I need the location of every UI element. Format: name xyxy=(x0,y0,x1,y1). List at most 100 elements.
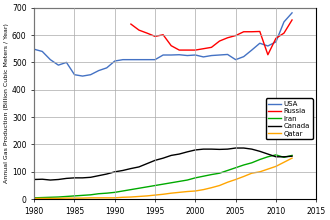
Iran xyxy=(242,164,246,166)
Canada xyxy=(64,177,68,180)
Canada xyxy=(105,173,109,175)
Qatar xyxy=(169,192,173,194)
Qatar xyxy=(145,195,149,197)
Iran xyxy=(250,161,254,164)
USA xyxy=(113,60,117,62)
Qatar xyxy=(290,157,294,160)
Canada xyxy=(48,179,52,181)
Canada xyxy=(129,167,133,170)
Russia xyxy=(137,29,141,31)
USA xyxy=(201,56,205,58)
Iran xyxy=(40,196,44,199)
USA xyxy=(226,53,230,56)
Canada xyxy=(201,148,205,150)
USA xyxy=(177,53,181,56)
Russia xyxy=(282,32,286,35)
Line: USA: USA xyxy=(34,13,292,76)
USA xyxy=(210,54,214,57)
Qatar xyxy=(185,190,189,193)
Iran xyxy=(113,191,117,194)
Qatar xyxy=(105,196,109,199)
Qatar xyxy=(177,191,181,194)
USA xyxy=(56,64,60,66)
USA xyxy=(193,54,197,56)
Canada xyxy=(210,148,214,150)
Russia xyxy=(129,23,133,25)
USA xyxy=(234,58,238,61)
USA xyxy=(217,54,221,56)
Russia xyxy=(217,40,221,42)
Iran xyxy=(129,188,133,191)
USA xyxy=(258,42,262,45)
Line: Iran: Iran xyxy=(34,155,292,198)
Qatar xyxy=(137,195,141,198)
Qatar xyxy=(153,194,157,196)
Qatar xyxy=(121,196,125,199)
Iran xyxy=(48,196,52,199)
Canada xyxy=(137,166,141,168)
Iran xyxy=(177,180,181,183)
Canada xyxy=(97,174,101,177)
Canada xyxy=(56,178,60,181)
USA xyxy=(290,11,294,14)
Russia xyxy=(210,46,214,49)
USA xyxy=(97,69,101,72)
Line: Canada: Canada xyxy=(34,148,292,180)
Canada xyxy=(169,154,173,157)
USA xyxy=(169,54,173,56)
Canada xyxy=(290,155,294,158)
Canada xyxy=(145,162,149,165)
Canada xyxy=(32,178,36,181)
Canada xyxy=(242,147,246,149)
Russia xyxy=(226,37,230,39)
Qatar xyxy=(258,170,262,173)
Qatar xyxy=(234,178,238,181)
Line: Russia: Russia xyxy=(131,20,292,55)
Iran xyxy=(201,175,205,178)
Qatar xyxy=(193,190,197,192)
Iran xyxy=(282,156,286,159)
Qatar xyxy=(97,196,101,199)
USA xyxy=(274,40,278,43)
Russia xyxy=(169,44,173,47)
Qatar xyxy=(40,197,44,200)
USA xyxy=(153,58,157,61)
Iran xyxy=(89,194,93,196)
Qatar xyxy=(64,197,68,199)
Canada xyxy=(226,148,230,150)
USA xyxy=(105,66,109,69)
Russia xyxy=(274,37,278,40)
Iran xyxy=(169,182,173,184)
Canada xyxy=(161,157,165,160)
Russia xyxy=(145,32,149,35)
Qatar xyxy=(282,161,286,164)
Russia xyxy=(234,34,238,37)
Legend: USA, Russia, Iran, Canada, Qatar: USA, Russia, Iran, Canada, Qatar xyxy=(266,98,313,139)
Qatar xyxy=(113,196,117,199)
USA xyxy=(89,73,93,76)
Qatar xyxy=(242,175,246,178)
Canada xyxy=(258,150,262,153)
Iran xyxy=(137,187,141,190)
Qatar xyxy=(266,168,270,171)
Canada xyxy=(217,148,221,151)
Russia xyxy=(250,30,254,33)
Iran xyxy=(226,169,230,172)
Iran xyxy=(73,195,77,197)
Qatar xyxy=(89,196,93,199)
Canada xyxy=(81,176,84,179)
USA xyxy=(81,75,84,77)
Iran xyxy=(266,156,270,158)
Russia xyxy=(201,47,205,50)
Iran xyxy=(210,173,214,176)
Canada xyxy=(153,159,157,162)
Qatar xyxy=(73,197,77,199)
Canada xyxy=(121,169,125,172)
USA xyxy=(282,21,286,23)
USA xyxy=(129,58,133,61)
Canada xyxy=(89,176,93,179)
Canada xyxy=(40,178,44,181)
Russia xyxy=(242,30,246,33)
Canada xyxy=(185,150,189,153)
Russia xyxy=(290,19,294,21)
